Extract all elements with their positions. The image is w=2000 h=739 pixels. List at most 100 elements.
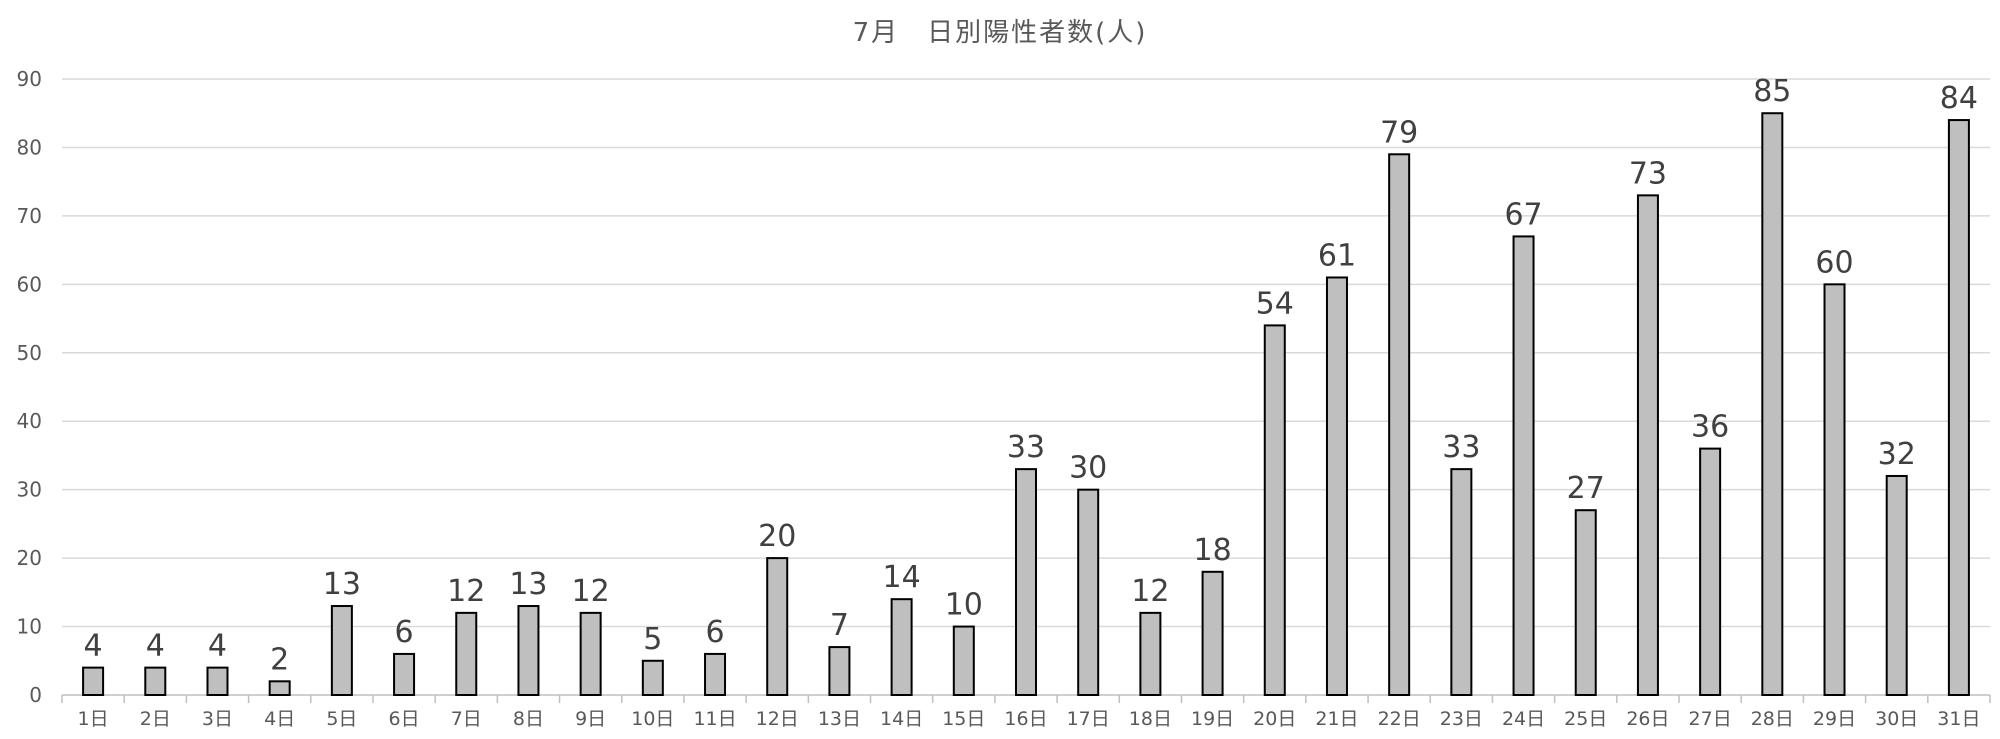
x-tick-label: 19日: [1191, 708, 1234, 730]
bar: [1201, 570, 1224, 696]
data-label: 73: [1629, 156, 1667, 191]
bar: [1636, 194, 1659, 696]
bar: [704, 652, 727, 697]
data-label: 4: [146, 629, 165, 664]
x-tick-label: 18日: [1129, 708, 1172, 730]
data-label: 6: [705, 615, 724, 650]
bar: [828, 646, 851, 696]
bar: [517, 605, 540, 696]
y-tick-label: 30: [17, 478, 42, 502]
data-label: 14: [883, 560, 921, 595]
y-tick-label: 10: [17, 615, 42, 639]
bar: [268, 680, 291, 696]
data-label: 12: [447, 574, 485, 609]
bar: [82, 666, 105, 696]
data-label: 18: [1193, 533, 1231, 568]
y-tick-label: 20: [17, 546, 42, 570]
y-tick-label: 70: [17, 204, 42, 228]
bar: [393, 652, 416, 697]
bar: [1450, 468, 1473, 696]
x-tick-label: 2日: [140, 708, 171, 730]
x-tick-label: 20日: [1253, 708, 1296, 730]
bar: [766, 557, 789, 696]
data-label: 33: [1007, 430, 1045, 465]
bar: [1947, 119, 1970, 697]
data-label: 85: [1753, 74, 1791, 109]
y-tick-label: 80: [17, 135, 42, 159]
x-tick-label: 26日: [1626, 708, 1669, 730]
data-label: 6: [395, 615, 414, 650]
x-tick-label: 24日: [1502, 708, 1545, 730]
x-tick-label: 12日: [756, 708, 799, 730]
bar: [952, 625, 975, 696]
x-tick-label: 13日: [818, 708, 861, 730]
x-tick-label: 15日: [942, 708, 985, 730]
x-tick-label: 21日: [1315, 708, 1358, 730]
bar: [890, 598, 913, 697]
y-tick-label: 0: [29, 683, 42, 707]
data-label: 33: [1442, 430, 1480, 465]
data-label: 13: [509, 567, 547, 602]
bar: [1885, 474, 1908, 696]
x-tick-label: 6日: [389, 708, 420, 730]
data-label: 4: [84, 629, 103, 664]
bar: [1699, 447, 1722, 696]
x-tick-label: 11日: [693, 708, 736, 730]
bar: [1761, 112, 1784, 696]
bar: [1139, 611, 1162, 696]
bar: [579, 611, 602, 696]
x-tick-label: 4日: [264, 708, 295, 730]
data-label: 5: [643, 622, 662, 657]
chart-title: 7月 日別陽性者数(人): [852, 18, 1148, 48]
data-label: 61: [1318, 238, 1356, 273]
y-tick-label: 40: [17, 409, 42, 433]
data-label: 60: [1815, 245, 1853, 280]
x-tick-label: 8日: [513, 708, 544, 730]
data-label: 32: [1878, 437, 1916, 472]
data-label: 84: [1940, 81, 1978, 116]
x-tick-label: 10日: [631, 708, 674, 730]
bar: [1263, 324, 1286, 696]
data-label: 67: [1504, 197, 1542, 232]
x-tick-label: 17日: [1067, 708, 1110, 730]
data-label: 4: [208, 629, 227, 664]
bar: [1325, 276, 1348, 696]
x-tick-label: 9日: [575, 708, 606, 730]
x-tick-label: 31日: [1937, 708, 1980, 730]
bar: [1574, 509, 1597, 697]
data-label: 7: [830, 608, 849, 643]
data-label: 36: [1691, 410, 1729, 445]
bar: [1512, 235, 1535, 697]
x-tick-label: 29日: [1813, 708, 1856, 730]
bar: [144, 666, 167, 696]
data-label: 10: [945, 588, 983, 623]
y-tick-label: 50: [17, 341, 42, 365]
data-label: 54: [1256, 286, 1294, 321]
bar: [1823, 283, 1846, 696]
bar: [206, 666, 229, 696]
x-tick-label: 3日: [202, 708, 233, 730]
x-tick-label: 14日: [880, 708, 923, 730]
x-tick-label: 16日: [1004, 708, 1047, 730]
data-label: 20: [758, 519, 796, 554]
bar: [455, 611, 478, 696]
y-tick-label: 90: [17, 67, 42, 91]
data-label: 79: [1380, 115, 1418, 150]
x-tick-label: 23日: [1440, 708, 1483, 730]
bar: [330, 605, 353, 696]
x-tick-label: 25日: [1564, 708, 1607, 730]
x-tick-label: 30日: [1875, 708, 1918, 730]
y-tick-label: 60: [17, 272, 42, 296]
data-label: 12: [572, 574, 610, 609]
x-tick-label: 1日: [78, 708, 109, 730]
x-tick-label: 5日: [326, 708, 357, 730]
bar: [1388, 153, 1411, 697]
bar: [1077, 488, 1100, 696]
x-tick-label: 7日: [451, 708, 482, 730]
x-tick-label: 27日: [1689, 708, 1732, 730]
data-label: 2: [270, 642, 289, 677]
data-label: 12: [1131, 574, 1169, 609]
bar: [641, 659, 664, 696]
